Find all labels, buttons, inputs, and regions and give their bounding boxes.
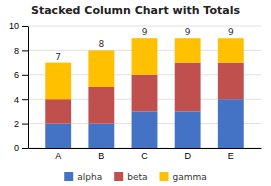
tick: 2: [14, 119, 28, 129]
tick-label: 4: [14, 95, 19, 105]
tick-mark: [22, 148, 28, 149]
tick: D: [184, 151, 191, 161]
bar: [45, 63, 71, 100]
tick: B: [98, 151, 104, 161]
tick: 8: [14, 46, 28, 56]
total-label: 8: [98, 39, 104, 49]
bar: [132, 38, 158, 75]
axis-line: [29, 148, 262, 149]
tick-label: E: [228, 151, 234, 161]
legend-swatch: [114, 172, 123, 181]
tick-mark: [22, 26, 28, 27]
tick: 10: [9, 21, 28, 31]
bar: [175, 63, 201, 112]
tick-label: 0: [14, 143, 19, 153]
bar: [218, 99, 244, 148]
legend-item: alpha: [64, 172, 102, 182]
tick: 4: [14, 95, 28, 105]
tick-label: B: [98, 151, 104, 161]
tick: 6: [14, 70, 28, 80]
bar: [175, 38, 201, 62]
plot: A B C D E 0 2 4 6 8 10 7 8 9 9 9: [9, 21, 262, 161]
grid: [28, 26, 261, 148]
tick: 0: [14, 143, 28, 153]
legend-label: beta: [127, 172, 147, 182]
total-label: 9: [142, 27, 148, 37]
legend-label: alpha: [77, 172, 102, 182]
tick-label: A: [55, 151, 61, 161]
tick: A: [55, 151, 61, 161]
x-axis: A B C D E: [29, 149, 262, 162]
tick-label: 10: [9, 21, 19, 31]
tick-label: 8: [14, 46, 19, 56]
bar: [218, 38, 244, 62]
bar: [132, 75, 158, 112]
legend-swatch: [64, 172, 73, 181]
total-label: 9: [185, 27, 191, 37]
tick-mark: [22, 50, 28, 51]
bar: [45, 124, 71, 148]
title: Stacked Column Chart with Totals: [31, 4, 240, 17]
legend-label: gamma: [172, 172, 206, 182]
bar: [88, 50, 114, 87]
tick-mark: [22, 124, 28, 125]
legend: alpha beta gamma: [64, 172, 207, 182]
y-axis: 0 2 4 6 8 10: [9, 21, 29, 153]
tick: E: [228, 151, 234, 161]
tick-label: C: [141, 151, 148, 161]
totals: 7 8 9 9 9: [55, 27, 234, 61]
bar: [132, 111, 158, 148]
tick-mark: [22, 99, 28, 100]
bars: [45, 38, 243, 148]
legend-item: gamma: [159, 172, 206, 182]
tick-label: D: [184, 151, 191, 161]
total-label: 9: [228, 27, 234, 37]
tick-mark: [22, 75, 28, 76]
axis-line: [28, 27, 29, 149]
series: [45, 38, 243, 99]
bar: [175, 111, 201, 148]
tick: C: [141, 151, 148, 161]
bar: [218, 63, 244, 100]
legend-item: beta: [114, 172, 147, 182]
chart: A B C D E 0 2 4 6 8 10 7 8 9 9 9 Stacked Column Chart wi…: [0, 0, 271, 186]
bar: [88, 87, 114, 124]
legend-swatch: [159, 172, 168, 181]
tick-label: 2: [14, 119, 19, 129]
total-label: 7: [55, 52, 61, 62]
tick-label: 6: [14, 70, 19, 80]
bar: [45, 99, 71, 123]
bar: [88, 124, 114, 148]
